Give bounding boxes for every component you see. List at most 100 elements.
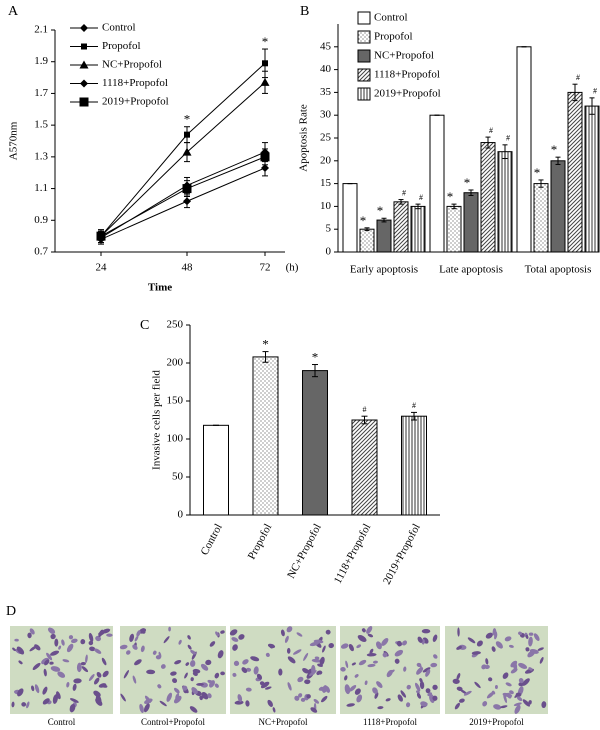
error-bar xyxy=(451,203,457,210)
y-tick-label: 150 xyxy=(167,395,184,407)
cell xyxy=(417,636,423,643)
bar xyxy=(351,419,378,516)
cell xyxy=(267,699,273,707)
cell xyxy=(325,629,331,635)
y-tick-label: 0 xyxy=(178,509,184,521)
cell xyxy=(403,666,407,672)
legend-swatch xyxy=(357,30,371,44)
y-tick-label: 2.1 xyxy=(34,24,48,36)
micrograph xyxy=(119,626,226,714)
cell xyxy=(389,669,395,674)
cell xyxy=(518,631,523,636)
cell xyxy=(311,658,322,663)
panel-label: B xyxy=(300,4,309,19)
y-tick-label: 45 xyxy=(320,40,332,52)
cell xyxy=(463,690,472,696)
error-bar xyxy=(398,199,404,205)
cell xyxy=(414,682,421,692)
significance: * xyxy=(360,213,367,228)
significance: * xyxy=(262,56,269,71)
cell xyxy=(529,649,539,654)
cell xyxy=(88,632,94,643)
cell xyxy=(265,652,270,657)
cell xyxy=(476,640,483,647)
cell xyxy=(528,632,534,636)
legend-swatch xyxy=(357,49,371,63)
cell xyxy=(129,633,135,642)
significance: * xyxy=(447,189,454,204)
cell xyxy=(32,662,41,670)
cell xyxy=(294,695,300,701)
micrograph xyxy=(445,626,548,714)
cell xyxy=(93,677,100,685)
cell xyxy=(374,692,379,699)
cell xyxy=(256,673,263,680)
cell xyxy=(72,683,77,691)
cell xyxy=(192,668,201,674)
y-tick-label: 0.9 xyxy=(34,214,48,226)
cell xyxy=(467,637,476,644)
significance: # xyxy=(576,73,580,82)
micrograph xyxy=(340,626,440,714)
micrograph-caption: 2019+Propofol xyxy=(469,717,524,727)
cell xyxy=(406,684,411,690)
bar xyxy=(401,415,427,516)
point xyxy=(184,131,190,138)
bar xyxy=(550,160,566,253)
significance: * xyxy=(184,112,191,127)
y-tick-label: 1.3 xyxy=(34,150,48,162)
x-axis-label: Time xyxy=(148,282,172,294)
cell xyxy=(80,661,86,666)
line xyxy=(100,62,266,237)
cell xyxy=(319,686,324,691)
x-tick-label: 1118+Propofol xyxy=(332,522,374,586)
cell xyxy=(340,643,349,649)
significance: # xyxy=(363,405,367,414)
y-tick-label: 20 xyxy=(320,154,332,166)
y-axis-label: Invasive cells per field xyxy=(151,370,163,470)
cell xyxy=(81,666,89,673)
cell xyxy=(344,684,351,695)
micrograph xyxy=(229,626,336,714)
micrograph-bg xyxy=(120,626,226,714)
cell xyxy=(502,672,509,679)
error-bar xyxy=(555,156,561,165)
error-bar xyxy=(589,97,595,115)
cell xyxy=(298,693,303,698)
bar xyxy=(497,151,513,253)
cell xyxy=(459,689,468,695)
cell xyxy=(306,694,311,699)
cell xyxy=(528,700,532,705)
bar xyxy=(342,183,358,253)
bar xyxy=(302,370,328,516)
cell xyxy=(260,681,270,689)
cell xyxy=(234,700,244,705)
cell xyxy=(456,645,462,650)
cell xyxy=(57,671,66,678)
cell xyxy=(422,667,431,673)
cell xyxy=(178,639,182,645)
cell xyxy=(481,664,487,670)
cell xyxy=(514,704,521,714)
cell xyxy=(429,693,435,703)
bar xyxy=(480,142,496,253)
legend-label: Propofol xyxy=(102,40,141,52)
cell xyxy=(66,681,70,688)
cell xyxy=(253,666,259,675)
y-axis-label: Apoptosis Rate xyxy=(298,104,310,172)
cell xyxy=(539,656,544,664)
cell xyxy=(372,687,378,694)
cell xyxy=(272,707,276,713)
cell xyxy=(348,643,354,652)
bar xyxy=(429,114,445,253)
cell xyxy=(214,672,220,679)
cell xyxy=(351,662,356,666)
point xyxy=(79,60,89,69)
bar xyxy=(567,91,583,253)
significance: * xyxy=(464,175,471,190)
cell xyxy=(166,692,173,702)
significance: # xyxy=(402,188,406,197)
cell xyxy=(369,648,374,655)
cell xyxy=(356,644,362,649)
cell xyxy=(182,685,188,691)
